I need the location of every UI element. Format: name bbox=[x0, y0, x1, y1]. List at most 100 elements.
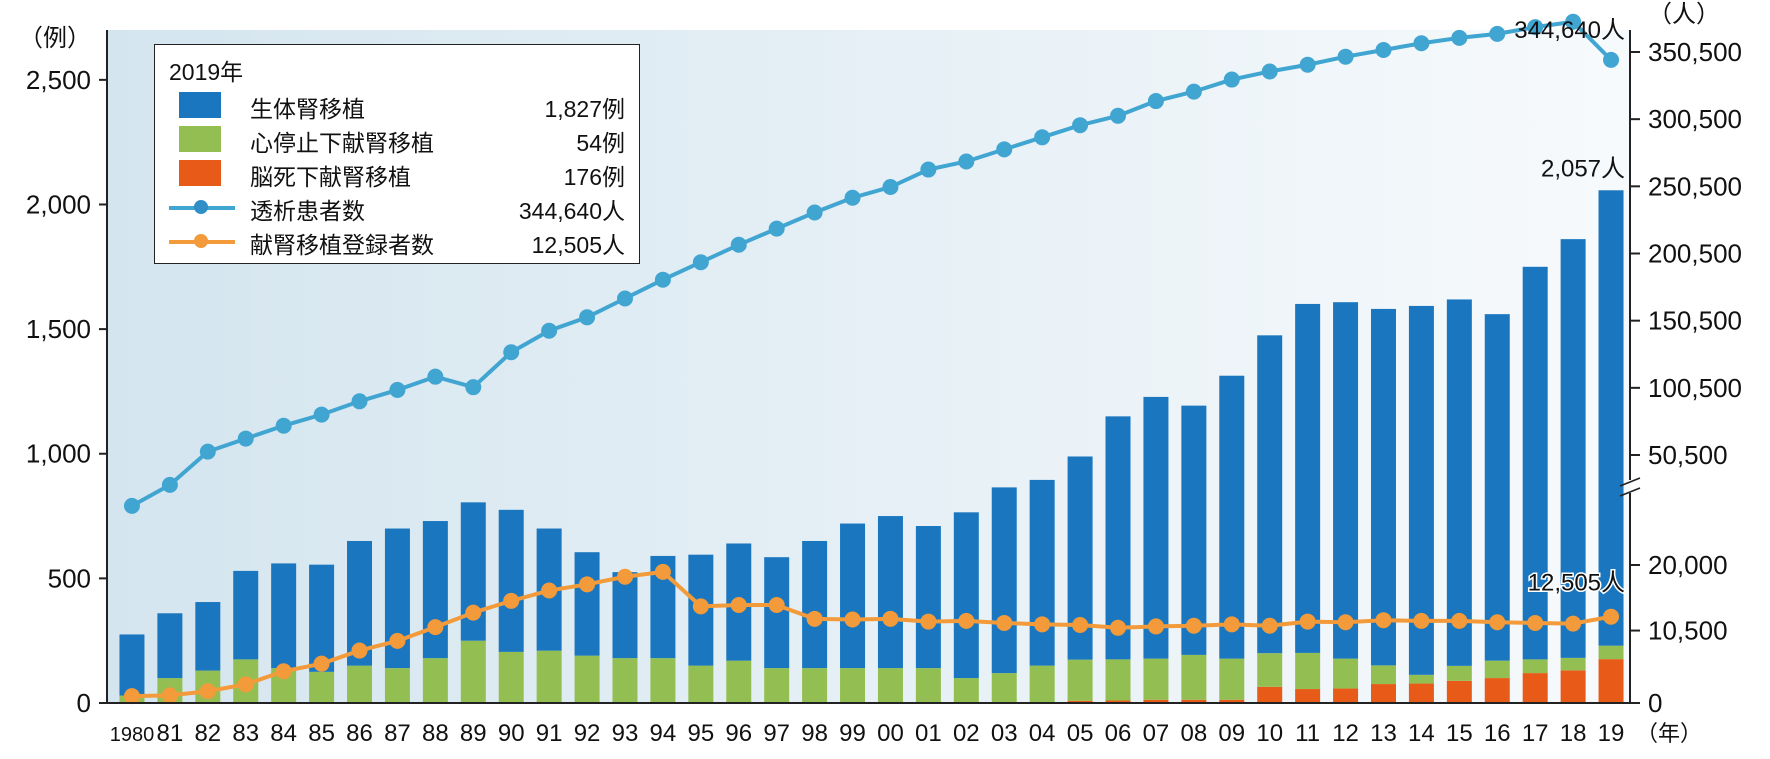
dialysis-point-89 bbox=[465, 379, 482, 396]
left-tick-label: 2,500 bbox=[26, 65, 91, 95]
dialysis-point-05 bbox=[1072, 117, 1089, 134]
legend-item-dbd: 脳死下献腎移植 176例 bbox=[155, 157, 639, 191]
x-tick-label: 10 bbox=[1256, 720, 1283, 747]
legend-title: 2019年 bbox=[169, 59, 244, 85]
legend-label: 献腎移植登録者数 bbox=[250, 233, 434, 259]
bar-living-04 bbox=[1029, 479, 1055, 666]
bar-dcd-06 bbox=[1105, 659, 1131, 701]
bar-living-08 bbox=[1181, 405, 1207, 655]
bar-living-93 bbox=[612, 572, 638, 659]
dialysis-point-91 bbox=[541, 322, 558, 339]
waitlist-point-12 bbox=[1337, 614, 1354, 631]
bar-dcd-05 bbox=[1067, 659, 1093, 701]
bar-dcd-02 bbox=[953, 678, 979, 703]
right-tick-label: 200,500 bbox=[1648, 239, 1742, 269]
waitlist-point-86 bbox=[351, 642, 368, 659]
bar-living-07 bbox=[1143, 396, 1169, 659]
dialysis-point-01 bbox=[920, 161, 937, 178]
dialysis-point-13 bbox=[1375, 41, 1392, 58]
x-tick-label: 01 bbox=[915, 720, 942, 747]
waitlist-point-19 bbox=[1603, 608, 1620, 625]
dialysis-marker-icon bbox=[194, 200, 208, 214]
bar-living-99 bbox=[840, 523, 866, 669]
bars-group bbox=[119, 190, 1624, 703]
bar-living-90 bbox=[498, 509, 524, 652]
dialysis-point-04 bbox=[1034, 129, 1051, 146]
dialysis-point-98 bbox=[806, 204, 823, 221]
left-tick-label: 1,000 bbox=[26, 439, 91, 469]
x-tick-label: 02 bbox=[953, 720, 980, 747]
x-tick-label: 1980 bbox=[110, 724, 155, 746]
bar-living-01 bbox=[915, 526, 941, 669]
waitlist-point-93 bbox=[616, 568, 633, 585]
right-tick-label: 20,000 bbox=[1648, 550, 1728, 580]
bar-dcd-97 bbox=[764, 668, 790, 703]
bar-living-03 bbox=[991, 487, 1017, 674]
waitlist-point-90 bbox=[503, 592, 520, 609]
bar-living-15 bbox=[1446, 299, 1472, 666]
x-tick-label: 92 bbox=[574, 720, 601, 747]
waitlist-point-00 bbox=[882, 610, 899, 627]
legend-item-waitlist: 献腎移植登録者数 12,505人 bbox=[155, 225, 639, 259]
right-tick-label: 100,500 bbox=[1648, 373, 1742, 403]
waitlist-point-85 bbox=[313, 655, 330, 672]
dialysis-point-10 bbox=[1261, 63, 1278, 80]
bar-dbd-09 bbox=[1219, 699, 1245, 703]
x-tick-label: 18 bbox=[1560, 720, 1587, 747]
x-tick-label: 93 bbox=[612, 720, 639, 747]
bar-dcd-17 bbox=[1522, 659, 1548, 674]
x-tick-label: 81 bbox=[157, 720, 184, 747]
bar-living-17 bbox=[1522, 266, 1548, 660]
waitlist-line bbox=[131, 569, 1612, 699]
x-tick-label: 84 bbox=[270, 720, 297, 747]
left-tick-label: 2,000 bbox=[26, 189, 91, 219]
annotation-total: 2,057人 bbox=[1541, 155, 1625, 182]
legend-label: 生体腎移植 bbox=[250, 97, 365, 123]
left-axis-unit: （例） bbox=[19, 25, 91, 52]
dialysis-point-96 bbox=[730, 236, 747, 253]
bar-dcd-88 bbox=[422, 658, 448, 703]
x-tick-label: 05 bbox=[1067, 720, 1094, 747]
dialysis-point-81 bbox=[161, 476, 178, 493]
legend-value: 12,505人 bbox=[531, 232, 625, 258]
waitlist-point-84 bbox=[275, 663, 292, 680]
waitlist-point-09 bbox=[1223, 616, 1240, 633]
x-tick-label: 88 bbox=[422, 720, 449, 747]
living-swatch-icon bbox=[179, 92, 221, 118]
dialysis-point-06 bbox=[1110, 107, 1127, 124]
bar-dbd-07 bbox=[1143, 699, 1169, 703]
bar-dbd-18 bbox=[1560, 670, 1586, 703]
bar-dcd-87 bbox=[384, 668, 410, 703]
bar-living-12 bbox=[1333, 302, 1359, 659]
waitlist-point-82 bbox=[199, 683, 216, 700]
annotation-dialysis: 344,640人 bbox=[1514, 17, 1625, 44]
bar-dcd-94 bbox=[650, 658, 676, 703]
waitlist-point-13 bbox=[1375, 612, 1392, 629]
waitlist-marker-icon bbox=[194, 234, 208, 248]
waitlist-point-87 bbox=[389, 632, 406, 649]
dialysis-point-92 bbox=[579, 309, 596, 326]
bar-living-02 bbox=[953, 512, 979, 679]
dcd-swatch-icon bbox=[179, 126, 221, 152]
right-tick-label: 350,500 bbox=[1648, 37, 1742, 67]
dialysis-point-07 bbox=[1147, 93, 1164, 110]
bar-dcd-99 bbox=[840, 668, 866, 703]
x-tick-label: 82 bbox=[194, 720, 221, 747]
waitlist-point-88 bbox=[427, 619, 444, 636]
legend-item-living: 生体腎移植 1,827例 bbox=[155, 89, 639, 123]
bar-dcd-90 bbox=[498, 651, 524, 703]
dialysis-point-11 bbox=[1299, 56, 1316, 73]
bar-dcd-10 bbox=[1257, 653, 1283, 687]
bar-living-00 bbox=[877, 516, 903, 669]
bar-dbd-12 bbox=[1333, 688, 1359, 703]
bar-living-85 bbox=[309, 564, 335, 672]
x-tick-label: 94 bbox=[650, 720, 677, 747]
bar-dcd-01 bbox=[915, 668, 941, 703]
axis-break-mark bbox=[1619, 477, 1641, 487]
bar-dcd-08 bbox=[1181, 654, 1207, 700]
legend-label: 透析患者数 bbox=[250, 199, 365, 225]
dialysis-point-14 bbox=[1413, 35, 1430, 52]
x-tick-label: 15 bbox=[1446, 720, 1473, 747]
left-tick-label: 0 bbox=[77, 688, 91, 718]
